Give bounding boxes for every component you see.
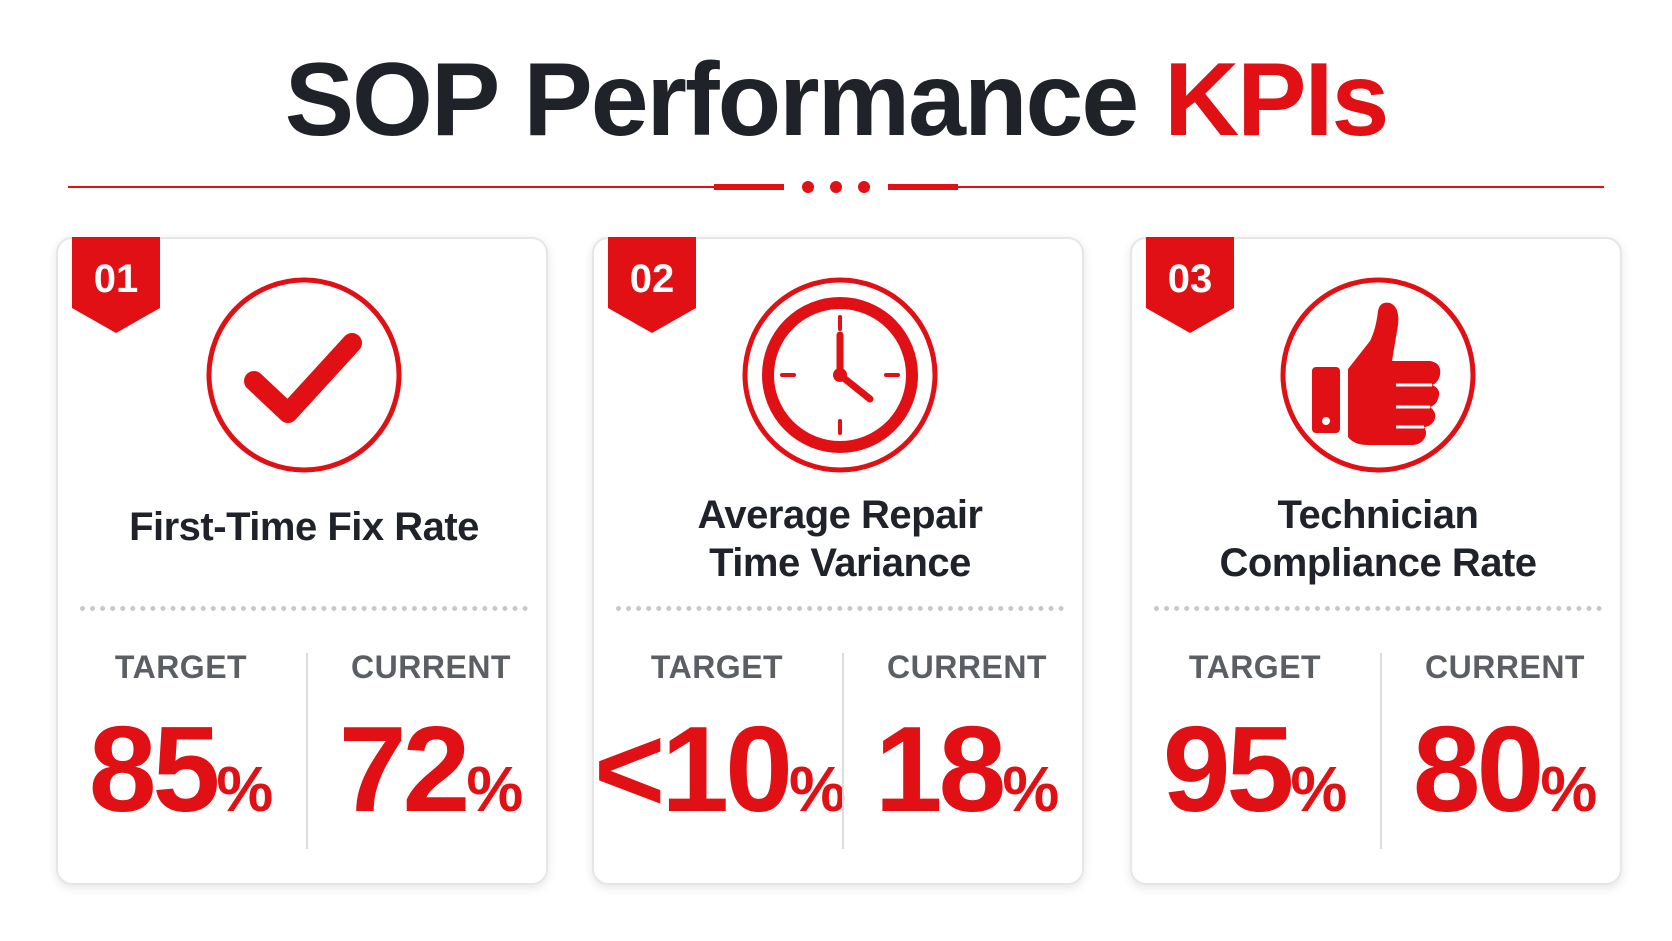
target-value: 85% [88, 701, 274, 837]
thumbs-up-icon [1278, 275, 1478, 475]
target-value: <10% [594, 701, 846, 837]
current-column: CURRENT 72% [308, 647, 554, 853]
card-number-badge: 02 [608, 237, 696, 333]
current-column: CURRENT 80% [1382, 647, 1628, 853]
target-label: TARGET [650, 649, 784, 685]
kpi-title: Technician Compliance Rate [1219, 493, 1537, 585]
kpi-card-technician-compliance-rate: 03 Technician Compliance Rate TARGET 95%… [1130, 237, 1622, 885]
target-column: TARGET 85% [58, 647, 304, 853]
page-title: SOP Performance KPIs [0, 40, 1672, 160]
column-separator [306, 653, 308, 849]
current-column: CURRENT 18% [844, 647, 1090, 853]
current-value: 18% [874, 701, 1060, 837]
card-number-badge: 01 [72, 237, 160, 333]
checkmark-icon [204, 275, 404, 475]
kpi-title: Average Repair Time Variance [697, 493, 984, 585]
dotted-separator [80, 606, 528, 611]
target-value: 95% [1162, 701, 1348, 837]
dotted-separator [616, 606, 1064, 611]
clock-icon [740, 275, 940, 475]
dotted-separator [1154, 606, 1602, 611]
card-number-badge: 03 [1146, 237, 1234, 333]
target-column: TARGET 95% [1132, 647, 1378, 853]
kpi-card-first-time-fix-rate: 01 First-Time Fix Rate TARGET 85% CURREN… [56, 237, 548, 885]
kpi-card-average-repair-time-variance: 02 Average Repair Time Variance TARGET <… [592, 237, 1084, 885]
column-separator [842, 653, 844, 849]
title-accent: KPIs [1164, 42, 1389, 158]
current-label: CURRENT [351, 649, 511, 685]
current-value: 80% [1412, 701, 1598, 837]
title-main: SOP Performance [284, 42, 1139, 158]
current-label: CURRENT [1425, 649, 1585, 685]
target-label: TARGET [1188, 649, 1322, 685]
current-label: CURRENT [887, 649, 1047, 685]
title-divider [68, 181, 1604, 193]
target-column: TARGET <10% [594, 647, 846, 853]
current-value: 72% [338, 701, 524, 837]
target-label: TARGET [114, 649, 248, 685]
column-separator [1380, 653, 1382, 849]
kpi-title: First-Time Fix Rate [129, 505, 479, 549]
